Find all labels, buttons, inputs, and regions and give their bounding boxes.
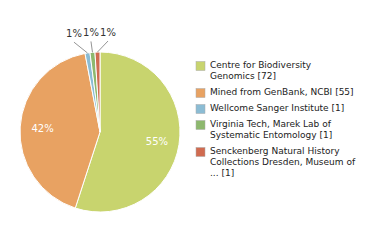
legend-item: Wellcome Sanger Institute [1] — [196, 103, 344, 113]
legend-label: Centre for BiodiversityGenomics [72] — [210, 60, 312, 81]
pie: 55%42%1%1%1% — [20, 27, 180, 212]
pie-slice — [95, 52, 100, 132]
legend-label: Virginia Tech, Marek Lab ofSystematic En… — [210, 119, 332, 140]
legend-swatch — [196, 62, 205, 71]
chart: 55%42%1%1%1%Centre for BiodiversityGenom… — [0, 0, 380, 240]
legend-swatch — [196, 105, 205, 114]
legend-label: Wellcome Sanger Institute [1] — [210, 103, 344, 113]
leader-line — [91, 41, 92, 52]
legend: Centre for BiodiversityGenomics [72] Mine… — [196, 60, 356, 178]
legend-item: Centre for BiodiversityGenomics [72] — [196, 60, 312, 81]
legend-item: Virginia Tech, Marek Lab ofSystematic En… — [196, 119, 332, 140]
legend-item: Mined from GenBank, NCBI [55] — [196, 87, 354, 97]
data-label: 1% — [66, 28, 82, 39]
legend-swatch — [196, 89, 205, 98]
data-label: 42% — [31, 123, 53, 134]
leader-line — [97, 41, 107, 52]
legend-label: Mined from GenBank, NCBI [55] — [210, 87, 354, 97]
pie-slice — [90, 52, 100, 132]
pie-slice — [20, 53, 100, 208]
legend-item: Senckenberg Natural HistoryCollections D… — [196, 146, 356, 178]
legend-swatch — [196, 121, 205, 130]
data-label: 1% — [83, 27, 99, 38]
data-label: 55% — [146, 136, 168, 147]
pie-slice — [85, 53, 100, 132]
legend-swatch — [196, 148, 205, 157]
data-label: 1% — [100, 27, 116, 38]
legend-label: Senckenberg Natural HistoryCollections D… — [210, 146, 356, 178]
leader-line — [74, 42, 88, 53]
